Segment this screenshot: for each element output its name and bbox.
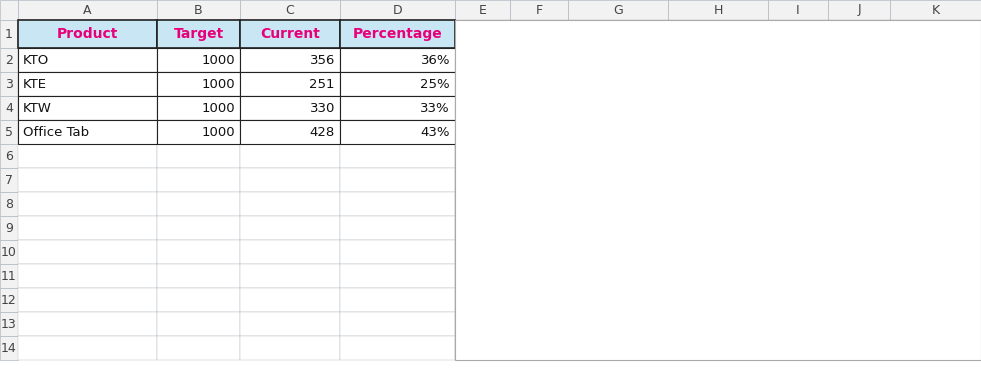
Bar xyxy=(514,73,678,108)
Text: E: E xyxy=(479,3,487,17)
Text: 7: 7 xyxy=(5,174,13,186)
Text: KTW: KTW xyxy=(23,101,52,114)
Text: 5: 5 xyxy=(5,125,13,138)
Text: Product: Product xyxy=(57,27,118,41)
Bar xyxy=(514,136,974,170)
Bar xyxy=(514,261,711,296)
Text: 10: 10 xyxy=(1,246,17,259)
Bar xyxy=(514,199,666,233)
Text: 330: 330 xyxy=(310,101,335,114)
Text: KTO: KTO xyxy=(23,54,49,67)
Text: 428: 428 xyxy=(310,125,335,138)
Text: 1: 1 xyxy=(5,27,13,40)
Text: 1000: 1000 xyxy=(201,101,235,114)
Text: C: C xyxy=(285,3,294,17)
Text: 1000: 1000 xyxy=(201,54,235,67)
Bar xyxy=(514,73,974,108)
Text: 33%: 33% xyxy=(519,209,547,222)
Text: 25%: 25% xyxy=(421,77,450,91)
Text: B: B xyxy=(194,3,203,17)
Text: Target: Target xyxy=(174,27,224,41)
Text: A: A xyxy=(83,3,92,17)
Bar xyxy=(514,136,630,170)
Text: 4: 4 xyxy=(5,101,13,114)
Text: 356: 356 xyxy=(310,54,335,67)
Text: 1000: 1000 xyxy=(201,125,235,138)
Text: 11: 11 xyxy=(1,269,17,283)
Text: G: G xyxy=(613,3,623,17)
Bar xyxy=(514,261,974,296)
Text: 36%: 36% xyxy=(519,84,547,97)
Text: 36%: 36% xyxy=(421,54,450,67)
Text: 33%: 33% xyxy=(421,101,450,114)
Text: 43%: 43% xyxy=(421,125,450,138)
Text: 12: 12 xyxy=(1,293,17,306)
Text: 9: 9 xyxy=(5,222,13,235)
Text: H: H xyxy=(713,3,723,17)
Bar xyxy=(514,199,974,233)
Text: J: J xyxy=(857,3,860,17)
Text: KTE: KTE xyxy=(23,77,47,91)
Text: Current: Current xyxy=(260,27,320,41)
Text: 1000: 1000 xyxy=(201,77,235,91)
Text: 6: 6 xyxy=(5,149,13,162)
Text: F: F xyxy=(536,3,542,17)
Text: 2: 2 xyxy=(5,54,13,67)
Text: 13: 13 xyxy=(1,317,17,330)
Text: 43%: 43% xyxy=(519,272,547,285)
Text: Office Tab: Office Tab xyxy=(23,125,89,138)
Text: 8: 8 xyxy=(5,198,13,211)
Text: I: I xyxy=(797,3,800,17)
Text: 25%: 25% xyxy=(519,147,547,160)
Text: 251: 251 xyxy=(309,77,335,91)
Title: Chart Title: Chart Title xyxy=(694,14,795,33)
Text: D: D xyxy=(392,3,402,17)
Text: 14: 14 xyxy=(1,342,17,354)
Text: Percentage: Percentage xyxy=(352,27,442,41)
Text: K: K xyxy=(931,3,940,17)
Text: 3: 3 xyxy=(5,77,13,91)
